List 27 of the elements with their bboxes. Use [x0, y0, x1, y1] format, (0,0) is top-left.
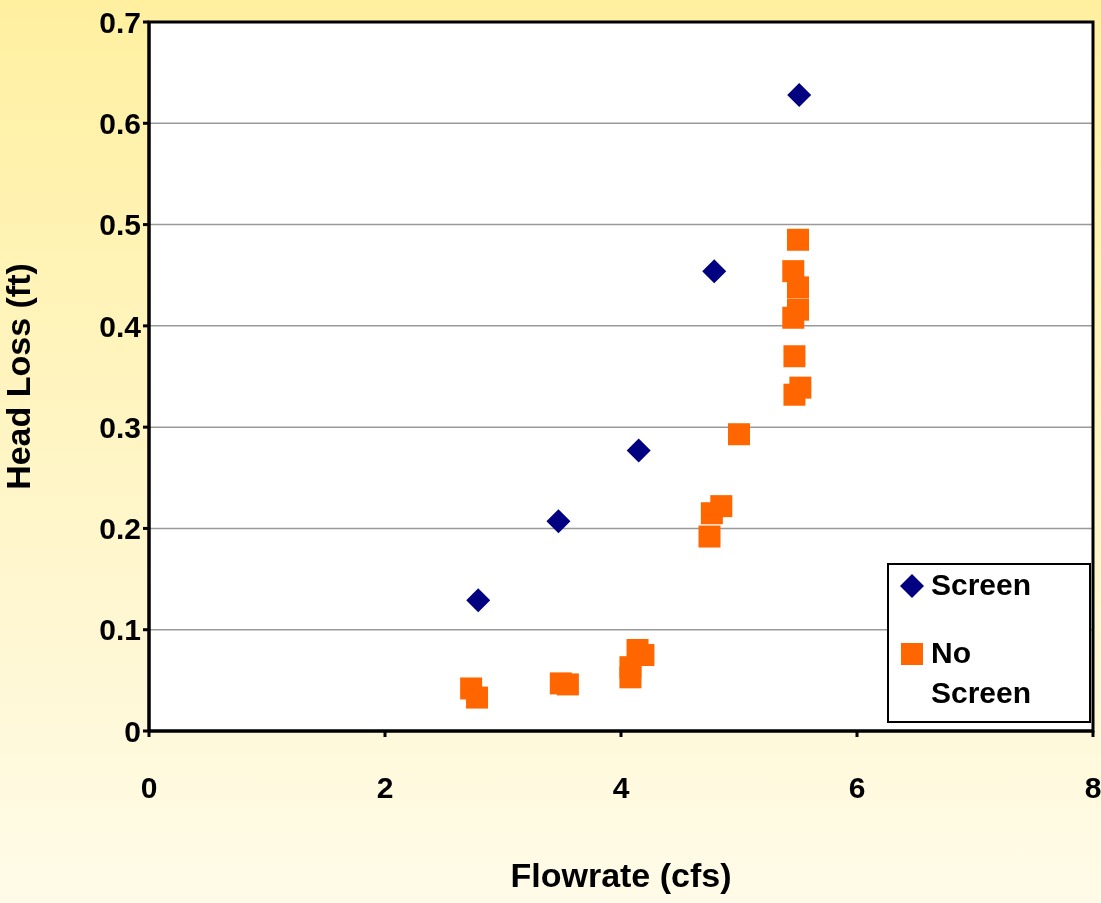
point [546, 509, 571, 534]
point [556, 673, 579, 696]
point [702, 259, 727, 284]
y-tick-label: 0.2 [99, 512, 141, 546]
y-tick-label: 0 [124, 714, 141, 748]
point [787, 276, 809, 299]
point [787, 228, 809, 251]
x-tick-label: 2 [376, 771, 394, 805]
y-tick-label: 0.7 [99, 5, 141, 39]
point [698, 525, 721, 548]
point [728, 423, 750, 446]
y-tick-label: 0.4 [99, 309, 142, 343]
x-tick-label: 8 [1084, 771, 1101, 805]
y-tick-label: 0.3 [99, 410, 141, 444]
y-axis-title: Head Loss (ft) [0, 263, 38, 490]
y-tick-label: 0.5 [99, 208, 141, 242]
x-tick-label: 6 [848, 771, 866, 805]
y-tick-label: 0.6 [99, 106, 141, 140]
point [626, 438, 651, 463]
x-tick-label: 4 [612, 771, 630, 805]
point [466, 588, 491, 613]
x-axis-title: Flowrate (cfs) [510, 856, 732, 894]
legend-label: No Screen [931, 635, 1033, 711]
point [787, 82, 812, 107]
y-tick-label: 0.1 [99, 613, 141, 647]
legend-label: Screen [931, 567, 1032, 603]
point [783, 345, 806, 368]
